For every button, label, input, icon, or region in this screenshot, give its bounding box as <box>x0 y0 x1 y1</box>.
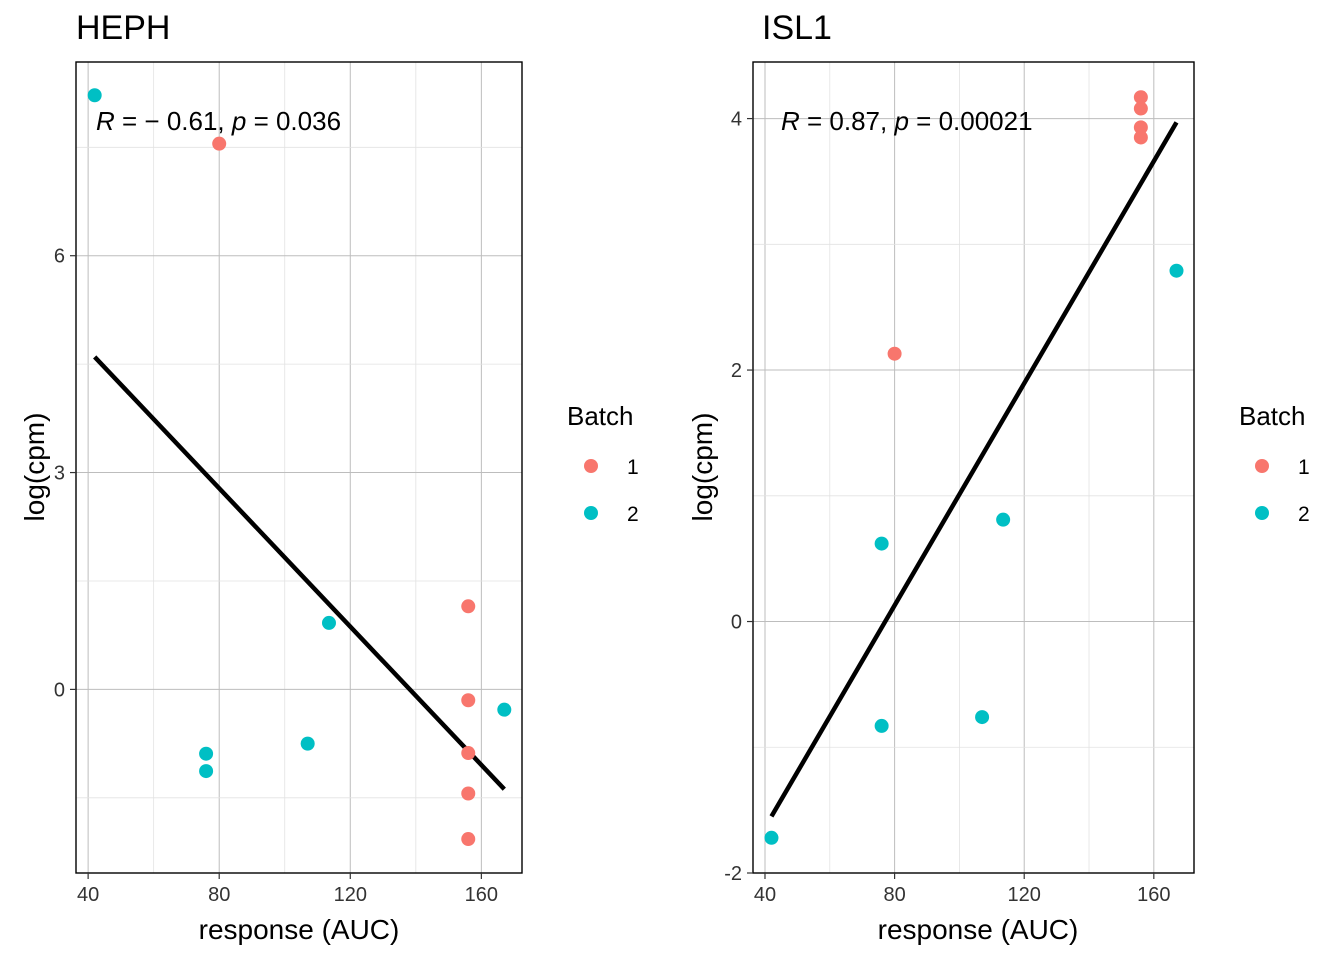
r-value: = − 0.61, <box>115 106 232 136</box>
data-point-batch-2 <box>1169 263 1184 278</box>
data-point-batch-2 <box>975 710 990 725</box>
p-label: p <box>893 106 908 136</box>
y-tick-label: 4 <box>731 109 742 131</box>
legend-title: Batch <box>567 401 634 431</box>
data-point-batch-2 <box>300 736 315 751</box>
points-group <box>87 88 512 847</box>
grid <box>76 62 522 873</box>
data-point-batch-2 <box>199 764 214 779</box>
y-axis-title: log(cpm) <box>687 413 718 522</box>
x-tick-label: 80 <box>208 884 230 906</box>
data-point-batch-1 <box>461 693 476 708</box>
fit-line-group <box>93 355 506 791</box>
y-axis-title: log(cpm) <box>19 413 50 522</box>
p-value: = 0.00021 <box>909 106 1033 136</box>
data-point-batch-1 <box>461 599 476 614</box>
y-tick-label: 2 <box>731 360 742 382</box>
r-label: R <box>96 106 115 136</box>
points-group <box>764 90 1184 845</box>
x-tick-label: 40 <box>754 884 776 906</box>
regression-line <box>769 121 1179 818</box>
x-tick-label: 80 <box>883 884 905 906</box>
legend-title: Batch <box>1239 401 1306 431</box>
panel-border <box>75 61 523 874</box>
legend: Batch 1 2 <box>567 401 639 526</box>
legend-key-1 <box>584 459 598 473</box>
legend-label-1: 1 <box>1298 456 1310 479</box>
r-value: = 0.87, <box>800 106 895 136</box>
x-tick-label: 160 <box>1137 884 1170 906</box>
y-tick-label: 0 <box>731 612 742 634</box>
data-point-batch-2 <box>874 718 889 733</box>
panel-heph: HEPH 40 80 120 160 0 3 6 R = − 0.61, p = 0.036… <box>19 9 639 945</box>
p-value: = 0.036 <box>246 106 341 136</box>
legend: Batch 1 2 <box>1239 401 1310 526</box>
p-label: p <box>231 106 246 136</box>
panel-title: ISL1 <box>762 9 832 47</box>
legend-key-2 <box>584 506 598 520</box>
data-point-batch-1 <box>1133 90 1148 105</box>
data-point-batch-1 <box>461 832 476 847</box>
grid <box>753 62 1194 874</box>
legend-key-1 <box>1255 459 1269 473</box>
x-tick-label: 160 <box>465 884 498 906</box>
data-point-batch-2 <box>996 512 1011 527</box>
correlation-annotation: R = 0.87, p = 0.00021 <box>781 106 1033 136</box>
legend-label-2: 2 <box>1298 503 1310 526</box>
x-tick-label: 120 <box>1008 884 1041 906</box>
x-tick-label: 40 <box>77 884 99 906</box>
data-point-batch-1 <box>1133 130 1148 145</box>
panel-border <box>752 61 1195 874</box>
legend-key-2 <box>1255 506 1269 520</box>
x-axis-title: response (AUC) <box>878 914 1079 945</box>
fit-line-group <box>769 121 1179 818</box>
data-point-batch-2 <box>199 746 214 761</box>
y-tick-label: -2 <box>724 863 742 885</box>
panel-isl1: ISL1 40 80 120 160 -2 0 2 4 R = 0.87, p = 0.000… <box>687 9 1310 945</box>
data-point-batch-1 <box>1133 101 1148 116</box>
y-tick-label: 0 <box>54 679 65 701</box>
data-point-batch-2 <box>321 615 336 630</box>
data-point-batch-1 <box>1133 120 1148 135</box>
legend-label-1: 1 <box>627 456 639 479</box>
data-point-batch-2 <box>497 702 512 717</box>
data-point-batch-1 <box>887 346 902 361</box>
y-tick-label: 6 <box>54 246 65 268</box>
r-label: R <box>781 106 800 136</box>
x-axis-title: response (AUC) <box>199 914 400 945</box>
data-point-batch-1 <box>461 786 476 801</box>
data-point-batch-1 <box>461 746 476 761</box>
y-tick-label: 3 <box>54 463 65 485</box>
data-point-batch-1 <box>212 136 227 151</box>
data-point-batch-2 <box>874 536 889 551</box>
axis-ticks: 40 80 120 160 0 3 6 <box>54 246 498 906</box>
x-tick-label: 120 <box>334 884 367 906</box>
panel-title: HEPH <box>76 9 170 47</box>
data-point-batch-2 <box>764 830 779 845</box>
regression-line <box>93 355 506 791</box>
legend-label-2: 2 <box>627 503 639 526</box>
data-point-batch-2 <box>87 88 102 103</box>
correlation-annotation: R = − 0.61, p = 0.036 <box>96 106 341 136</box>
axis-ticks: 40 80 120 160 -2 0 2 4 <box>724 109 1170 906</box>
